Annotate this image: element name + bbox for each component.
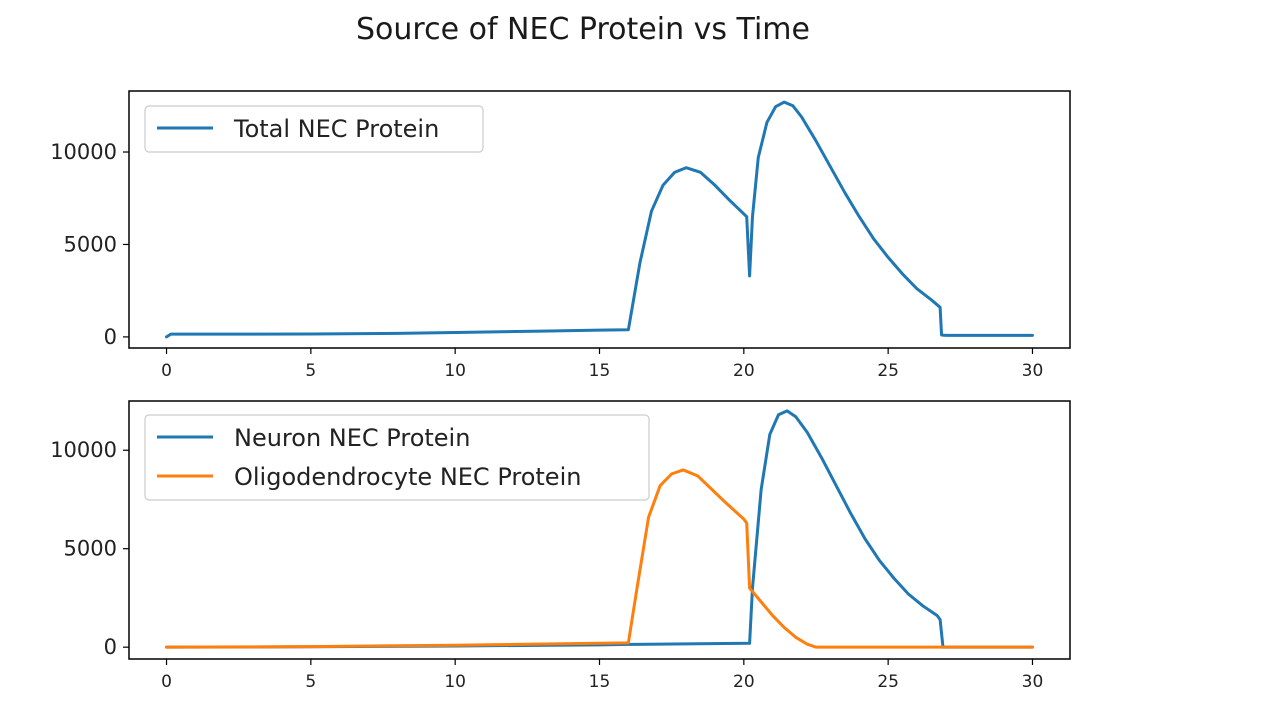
subplot-1: 0 5 10 15 20 25 30 0 5000 10000 Total NEC Protein [50, 90, 1071, 381]
x-tick-label: 30 [1022, 361, 1044, 381]
x-tick-label: 25 [877, 672, 899, 692]
x-tick-label: 10 [444, 361, 466, 381]
y-tick-label: 5000 [64, 537, 117, 561]
y-tick-label: 10000 [50, 438, 117, 462]
x-tick-label: 20 [733, 361, 755, 381]
series-line-1 [165, 100, 1034, 339]
series-line-2 [165, 468, 1034, 649]
legend-label: Neuron NEC Protein [234, 424, 470, 452]
x-tick-label: 25 [877, 361, 899, 381]
y-tick-label: 5000 [64, 232, 117, 256]
chart-title: Source of NEC Protein vs Time [356, 12, 810, 47]
x-tick-label: 0 [161, 361, 172, 381]
legend-box [144, 105, 484, 153]
x-tick-label: 0 [161, 672, 172, 692]
x-tick-label: 30 [1022, 672, 1044, 692]
x-tick-label: 5 [305, 361, 316, 381]
legend: Neuron NEC Protein Oligodendrocyte NEC Pr… [144, 414, 650, 501]
x-tick-label: 15 [589, 672, 611, 692]
x-tick-label: 15 [589, 361, 611, 381]
subplot-2: 0 5 10 15 20 25 30 0 5000 10000 Neuron NEC Protein… [50, 400, 1071, 692]
x-tick-label: 20 [733, 672, 755, 692]
legend-box [144, 414, 650, 501]
y-tick-label: 0 [104, 325, 117, 349]
legend-label: Total NEC Protein [233, 115, 439, 143]
y-tick-label: 10000 [50, 140, 117, 164]
x-tick-label: 10 [444, 672, 466, 692]
series-line-1 [165, 409, 1034, 649]
y-tick-label: 0 [104, 635, 117, 659]
x-tick-label: 5 [305, 672, 316, 692]
legend: Total NEC Protein [144, 105, 484, 153]
legend-label: Oligodendrocyte NEC Protein [234, 463, 581, 491]
